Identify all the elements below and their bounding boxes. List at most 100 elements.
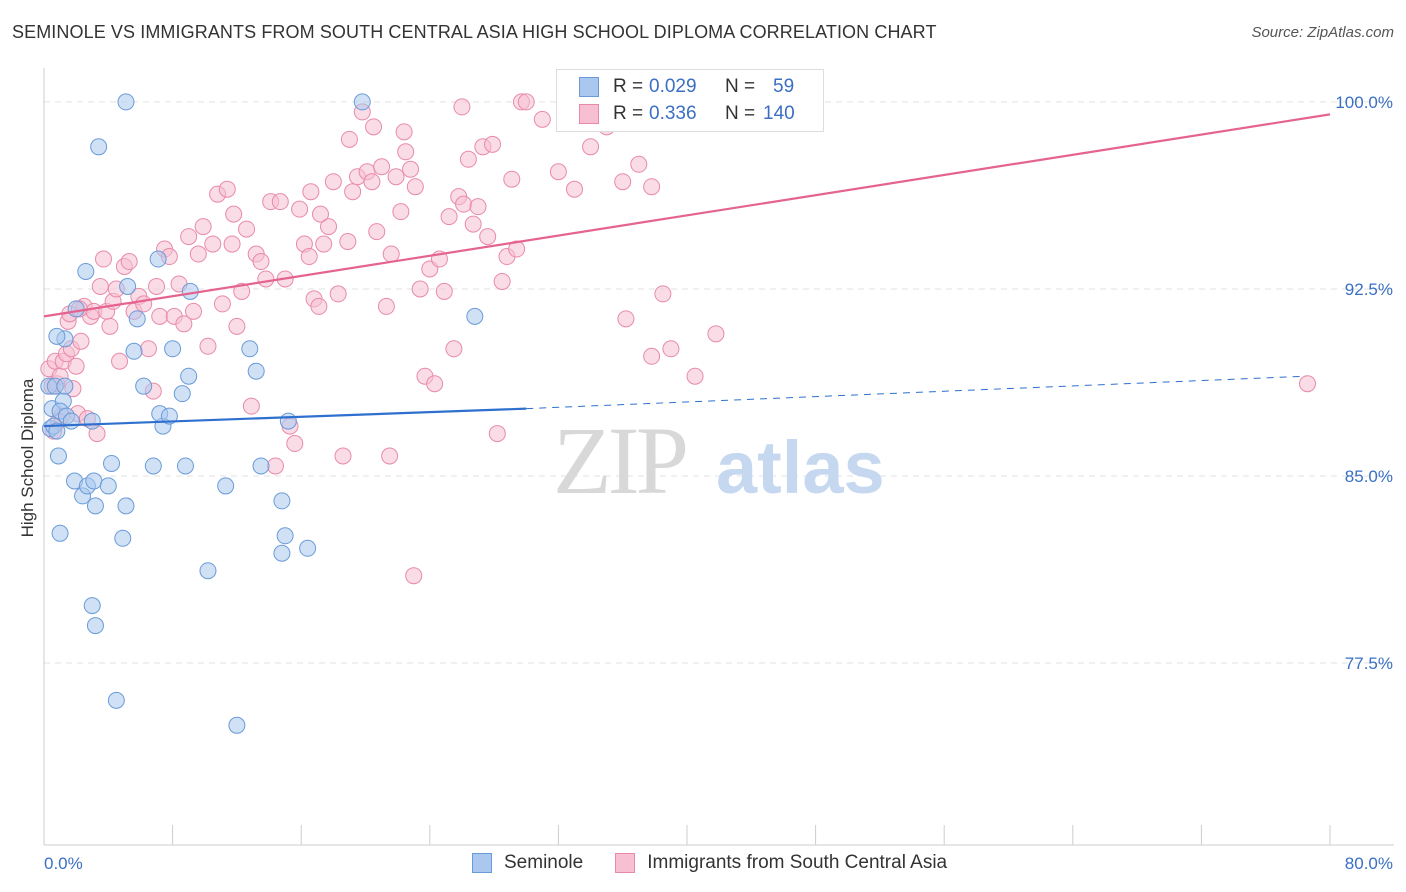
immigrants-trend-line	[43, 113, 1331, 318]
immigrants-point	[517, 93, 535, 111]
seminole-point	[77, 262, 95, 280]
immigrants-point	[310, 297, 328, 315]
immigrants-point	[533, 110, 551, 128]
immigrants-point	[368, 223, 386, 241]
immigrants-point	[180, 228, 198, 246]
immigrants-point	[365, 118, 383, 136]
immigrants-point	[120, 253, 138, 271]
immigrants-point	[373, 158, 391, 176]
seminole-point	[273, 492, 291, 510]
immigrants-point	[654, 285, 672, 303]
immigrants-point	[483, 135, 501, 153]
y-tick-labels: 77.5% 85.0% 92.5% 100.0%	[1335, 93, 1393, 673]
seminole-point	[176, 457, 194, 475]
legend-label-immigrants: Immigrants from South Central Asia	[647, 852, 948, 873]
immigrants-point	[455, 195, 473, 213]
grid	[44, 101, 1394, 664]
seminole-point	[241, 340, 259, 358]
legend-r-label: R =	[613, 103, 644, 124]
seminole-point	[51, 524, 69, 542]
legend-row-immigrants: R = 0.336 N = 140	[579, 102, 795, 126]
immigrants-point	[139, 340, 157, 358]
seminole-point	[86, 497, 104, 515]
immigrants-point	[252, 253, 270, 271]
immigrants-point	[286, 435, 304, 453]
seminole-point	[353, 93, 371, 111]
immigrants-point	[459, 150, 477, 168]
immigrants-point	[340, 130, 358, 148]
seminole-point	[125, 342, 143, 360]
immigrants-point	[148, 277, 166, 295]
seminole-point	[135, 377, 153, 395]
immigrants-point	[339, 233, 357, 251]
immigrants-point	[223, 235, 241, 253]
seminole-point	[247, 362, 265, 380]
seminole-point	[62, 412, 80, 430]
legend-label-seminole: Seminole	[504, 852, 584, 873]
seminole-point	[279, 412, 297, 430]
immigrants-point	[344, 183, 362, 201]
legend-swatch-immigrants	[579, 104, 599, 124]
immigrants-point	[242, 397, 260, 415]
seminole-point	[117, 93, 135, 111]
watermark-atlas: atlas	[716, 426, 885, 509]
seminole-trend-line	[43, 407, 527, 428]
seminole-point	[199, 562, 217, 580]
immigrants-point	[334, 447, 352, 465]
legend-n-value: 59	[773, 76, 795, 97]
immigrants-point	[213, 295, 231, 313]
immigrants-point	[662, 340, 680, 358]
seminole-point	[48, 327, 66, 345]
y-tick-label: 85.0%	[1345, 467, 1393, 486]
immigrants-point	[440, 208, 458, 226]
immigrants-point	[1298, 375, 1316, 393]
immigrants-point	[320, 218, 338, 236]
immigrants-point	[233, 282, 251, 300]
immigrants-point	[300, 248, 318, 266]
legend-n-label: N =	[725, 103, 756, 124]
legend-swatch-immigrants	[615, 853, 636, 873]
immigrants-point	[194, 218, 212, 236]
immigrants-point	[397, 143, 415, 161]
seminole-point	[217, 477, 235, 495]
seminole-point	[273, 544, 291, 562]
seminole-point	[49, 447, 67, 465]
seminole-point	[252, 457, 270, 475]
x-tick-label: 80.0%	[1345, 854, 1393, 873]
seminole-point	[83, 597, 101, 615]
immigrants-point	[175, 315, 193, 333]
immigrants-point	[324, 173, 342, 191]
immigrants-point	[617, 310, 635, 328]
immigrants-point	[614, 173, 632, 191]
immigrants-point	[435, 282, 453, 300]
watermark-zip: ZIP	[553, 407, 686, 514]
seminole-point	[276, 527, 294, 545]
immigrants-point	[488, 425, 506, 443]
immigrants-point	[199, 337, 217, 355]
legend-r-value: 0.029	[649, 76, 697, 97]
immigrants-point	[363, 173, 381, 191]
legend-item-immigrants[interactable]: Immigrants from South Central Asia	[615, 852, 947, 874]
immigrants-point	[387, 168, 405, 186]
legend-r-label: R =	[613, 76, 644, 97]
immigrants-point	[411, 280, 429, 298]
x-tick-label: 0.0%	[44, 854, 83, 873]
immigrants-point	[135, 295, 153, 313]
y-tick-label: 92.5%	[1345, 280, 1393, 299]
legend-item-seminole[interactable]: Seminole	[472, 852, 583, 874]
immigrants-point	[329, 285, 347, 303]
immigrants-point	[189, 245, 207, 263]
immigrants-point	[111, 352, 129, 370]
immigrants-point	[381, 447, 399, 465]
immigrants-point	[228, 317, 246, 335]
immigrants-point	[302, 183, 320, 201]
immigrants-point	[94, 250, 112, 268]
immigrants-point	[291, 200, 309, 218]
seminole-point	[85, 472, 103, 490]
immigrants-point	[503, 170, 521, 188]
immigrants-point	[479, 228, 497, 246]
immigrants-point	[311, 205, 329, 223]
x-tick-labels: 0.0% 80.0%	[44, 854, 1393, 873]
seminole-point	[90, 138, 108, 156]
immigrants-point	[453, 98, 471, 116]
